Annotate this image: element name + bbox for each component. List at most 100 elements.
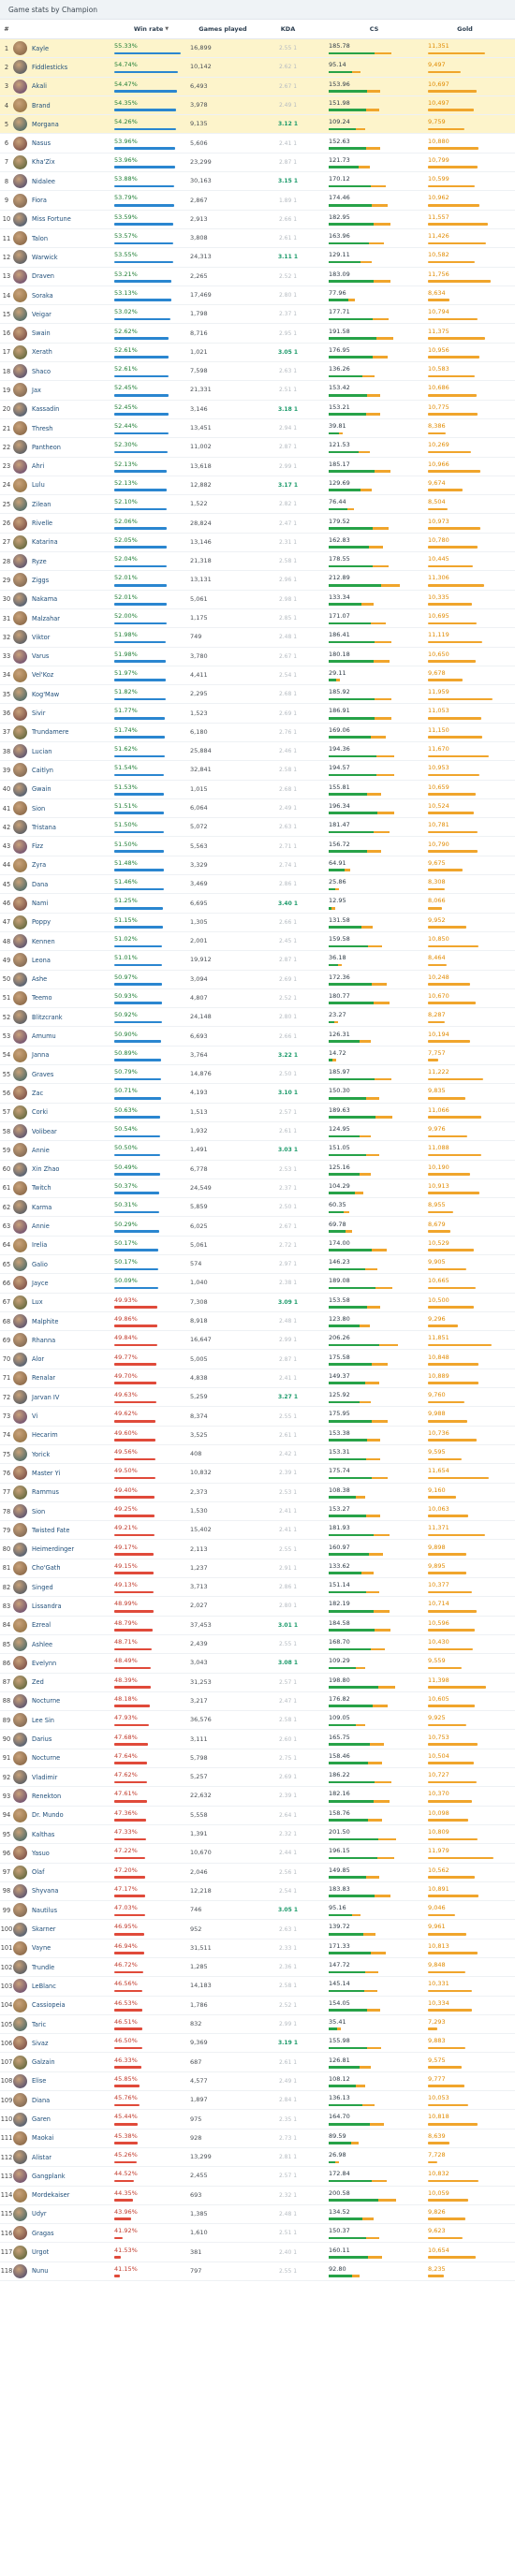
table-row[interactable]: 60 Xin Zhao 50.49% 6,778 2.53 1 125.16 10,190 — [0, 1161, 515, 1179]
champion-cell[interactable]: Heimerdinger — [13, 1542, 112, 1557]
champion-cell[interactable]: Xerath — [13, 344, 112, 359]
champion-name[interactable]: Xin Zhao — [32, 1165, 60, 1174]
champion-name[interactable]: Ryze — [32, 557, 47, 565]
champion-cell[interactable]: Soraka — [13, 288, 112, 302]
champion-name[interactable]: Vladimir — [32, 1773, 58, 1781]
champion-cell[interactable]: Fiddlesticks — [13, 60, 112, 75]
table-row[interactable]: 41 Sion 51.51% 6,064 2.49 1 196.34 10,524 — [0, 799, 515, 819]
champion-name[interactable]: Ashlee — [32, 1640, 53, 1648]
table-row[interactable]: 49 Leona 51.01% 19,912 2.87 1 36.18 8,464 — [0, 951, 515, 971]
table-row[interactable]: 12 Warwick 53.55% 24,313 3.11 1 129.11 10,582 — [0, 248, 515, 268]
champion-cell[interactable]: Skarner — [13, 1922, 112, 1937]
champion-name[interactable]: Rammus — [32, 1488, 59, 1497]
champion-cell[interactable]: Yasuo — [13, 1846, 112, 1861]
champion-name[interactable]: Sion — [32, 804, 46, 812]
champion-name[interactable]: Ahri — [32, 462, 45, 471]
kda-column-header[interactable]: KDA — [256, 25, 320, 33]
champion-cell[interactable]: Gwain — [13, 782, 112, 797]
champion-name[interactable]: Zilean — [32, 500, 52, 508]
champion-name[interactable]: Alor — [32, 1355, 45, 1364]
champion-cell[interactable]: Garen — [13, 2112, 112, 2127]
champion-name[interactable]: Nasus — [32, 139, 52, 148]
champion-name[interactable]: Galzain — [32, 2058, 55, 2067]
champion-name[interactable]: Taric — [32, 2020, 47, 2028]
champion-cell[interactable]: Kha'Zix — [13, 154, 112, 169]
champion-cell[interactable]: LeBlanc — [13, 1979, 112, 1994]
champion-cell[interactable]: Sion — [13, 801, 112, 816]
champion-cell[interactable]: Vayne — [13, 1940, 112, 1955]
table-row[interactable]: 43 Fizz 51.50% 5,563 2.71 1 156.72 10,790 — [0, 837, 515, 856]
table-row[interactable]: 65 Galio 50.17% 574 2.97 1 146.23 9,905 — [0, 1255, 515, 1275]
table-row[interactable]: 111 Maokai 45.38% 928 2.73 1 89.59 8,639 — [0, 2130, 515, 2148]
champion-cell[interactable]: Malphite — [13, 1314, 112, 1329]
champion-cell[interactable]: Draven — [13, 269, 112, 284]
table-row[interactable]: 89 Lee Sin 47.93% 36,576 2.58 1 109.05 9,925 — [0, 1711, 515, 1731]
champion-cell[interactable]: Kayle — [13, 41, 112, 56]
table-row[interactable]: 98 Shyvana 47.17% 12,218 2.54 1 183.83 10,891 — [0, 1882, 515, 1902]
champion-cell[interactable]: Ziggs — [13, 573, 112, 588]
champion-cell[interactable]: Fiora — [13, 193, 112, 208]
champion-name[interactable]: Lux — [32, 1298, 43, 1307]
champion-cell[interactable]: Sion — [13, 1504, 112, 1518]
champion-name[interactable]: Skarner — [32, 1925, 56, 1934]
champion-name[interactable]: Zed — [32, 1678, 44, 1687]
champion-name[interactable]: Katarina — [32, 538, 58, 547]
champion-name[interactable]: Caitlyn — [32, 766, 53, 774]
table-row[interactable]: 15 Veigar 53.02% 1,798 2.37 1 177.71 10,794 — [0, 305, 515, 325]
table-row[interactable]: 17 Xerath 52.61% 1,021 3.05 1 176.95 10,956 — [0, 344, 515, 363]
champion-name[interactable]: Ashe — [32, 975, 48, 984]
table-row[interactable]: 106 Sivaz 46.50% 9,369 3.19 1 155.98 9,883 — [0, 2034, 515, 2054]
champion-name[interactable]: Yorick — [32, 1450, 51, 1458]
champion-cell[interactable]: Ashe — [13, 972, 112, 987]
table-row[interactable]: 5 Morgana 54.26% 9,135 3.12 1 109.24 9,759 — [0, 115, 515, 135]
champion-cell[interactable]: Malzahar — [13, 611, 112, 626]
champion-name[interactable]: Singed — [32, 1583, 53, 1591]
table-row[interactable]: 115 Udyr 43.96% 1,385 2.48 1 134.52 9,826 — [0, 2205, 515, 2225]
table-row[interactable]: 81 Cho'Gath 49.15% 1,237 2.91 1 133.62 9,895 — [0, 1559, 515, 1579]
champion-name[interactable]: Zac — [32, 1089, 44, 1097]
champion-name[interactable]: Evelynn — [32, 1659, 57, 1667]
table-row[interactable]: 72 Jarvan IV 49.63% 5,259 3.27 1 125.92 9,760 — [0, 1388, 515, 1408]
champion-cell[interactable]: Shyvana — [13, 1883, 112, 1898]
table-row[interactable]: 24 Lulu 52.13% 12,882 3.17 1 129.69 9,674 — [0, 476, 515, 496]
champion-cell[interactable]: Gangplank — [13, 2169, 112, 2184]
table-row[interactable]: 85 Ashlee 48.71% 2,439 2.55 1 168.70 10,430 — [0, 1635, 515, 1655]
champion-cell[interactable]: Master Yi — [13, 1466, 112, 1481]
champion-cell[interactable]: Gragas — [13, 2226, 112, 2241]
champion-cell[interactable]: Sivir — [13, 706, 112, 721]
champion-cell[interactable]: Rammus — [13, 1485, 112, 1500]
champion-cell[interactable]: Janna — [13, 1047, 112, 1062]
champion-cell[interactable]: Annie — [13, 1143, 112, 1158]
champion-cell[interactable]: Karma — [13, 1200, 112, 1215]
table-row[interactable]: 26 Rivelle 52.06% 28,824 2.47 1 179.52 10,973 — [0, 514, 515, 534]
champion-name[interactable]: Gwain — [32, 785, 52, 794]
champion-name[interactable]: Lee Sin — [32, 1716, 54, 1724]
table-row[interactable]: 54 Janna 50.89% 3,764 3.22 1 14.72 7,757 — [0, 1046, 515, 1066]
games-column-header[interactable]: Games played — [188, 25, 256, 33]
champion-name[interactable]: Lissandra — [32, 1602, 62, 1610]
champion-cell[interactable]: Kassadin — [13, 402, 112, 417]
table-row[interactable]: 61 Twitch 50.37% 24,549 2.37 1 104.29 10,913 — [0, 1179, 515, 1199]
champion-cell[interactable]: Twitch — [13, 1180, 112, 1195]
table-row[interactable]: 108 Elise 45.85% 4,577 2.49 1 108.12 9,777 — [0, 2072, 515, 2092]
champion-cell[interactable]: Pantheon — [13, 440, 112, 455]
champion-name[interactable]: Nautilus — [32, 1906, 58, 1914]
champion-name[interactable]: Trundle — [32, 1963, 55, 1971]
table-row[interactable]: 86 Evelynn 48.49% 3,043 3.08 1 109.29 9,559 — [0, 1654, 515, 1674]
champion-name[interactable]: Lulu — [32, 481, 45, 490]
champion-name[interactable]: Amumu — [32, 1032, 56, 1041]
champion-name[interactable]: Ezreal — [32, 1621, 52, 1630]
champion-name[interactable]: Volibear — [32, 1127, 57, 1135]
champion-cell[interactable]: Trundle — [13, 1960, 112, 1975]
table-row[interactable]: 27 Katarina 52.05% 13,146 2.31 1 162.83 10,780 — [0, 534, 515, 553]
table-row[interactable]: 45 Dana 51.46% 3,469 2.86 1 25.86 8,308 — [0, 875, 515, 895]
table-row[interactable]: 55 Graves 50.79% 14,876 2.50 1 185.97 11,222 — [0, 1065, 515, 1085]
champion-cell[interactable]: Vladimir — [13, 1770, 112, 1785]
champion-cell[interactable]: Hecarim — [13, 1427, 112, 1442]
champion-cell[interactable]: Kennen — [13, 934, 112, 949]
champion-cell[interactable]: Varus — [13, 649, 112, 664]
champion-cell[interactable]: Dana — [13, 877, 112, 892]
champion-cell[interactable]: Udyr — [13, 2206, 112, 2221]
champion-name[interactable]: Cho'Gath — [32, 1564, 61, 1573]
table-row[interactable]: 113 Gangplank 44.52% 2,455 2.57 1 172.84 10,83… — [0, 2167, 515, 2187]
